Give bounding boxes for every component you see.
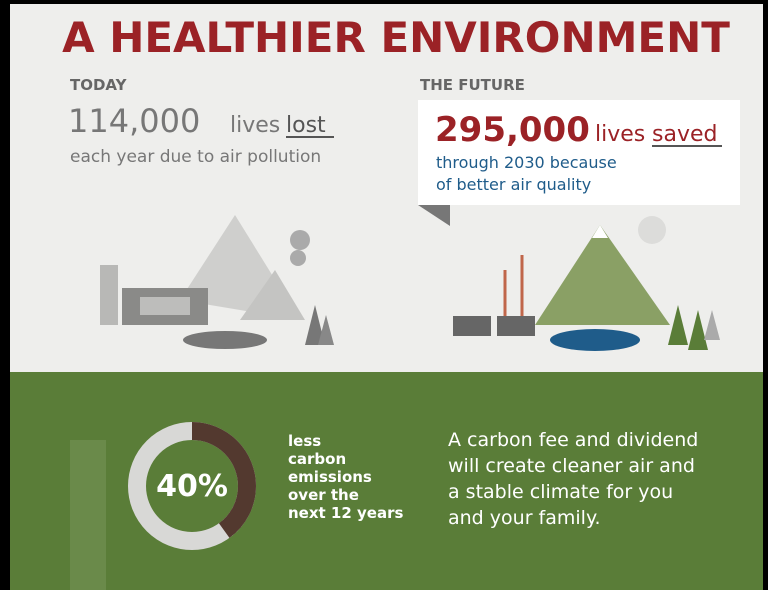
donut-label: 40% [156, 469, 228, 504]
future-unit: lives [595, 122, 645, 147]
emissions-line: less [288, 432, 321, 450]
faded-stack [70, 440, 106, 590]
future-caption: of better air quality [436, 175, 591, 194]
future-label: THE FUTURE [420, 76, 525, 94]
title: A HEALTHIER ENVIRONMENT [62, 13, 730, 62]
message-line: A carbon fee and dividend [448, 429, 698, 451]
solar-panel [497, 316, 535, 336]
future-emphasis: saved [652, 122, 717, 147]
message-line: will create cleaner air and [448, 455, 695, 477]
lake [550, 329, 640, 351]
emissions-line: carbon [288, 450, 346, 468]
message-line: a stable climate for you [448, 481, 673, 503]
future-caption: through 2030 because [436, 153, 617, 172]
windows [140, 297, 190, 315]
chimney [100, 265, 118, 325]
message-line: and your family. [448, 507, 601, 529]
today-unit: lives [230, 113, 280, 138]
emissions-line: over the [288, 486, 359, 504]
future-number: 295,000 [435, 110, 590, 150]
emissions-line: emissions [288, 468, 372, 486]
page: A HEALTHIER ENVIRONMENT TODAY 114,000 li… [0, 0, 768, 590]
today-label: TODAY [70, 76, 128, 94]
solar-panel [453, 316, 491, 336]
sun [638, 216, 666, 244]
smoke [290, 250, 306, 266]
today-caption: each year due to air pollution [70, 147, 321, 167]
pond [183, 331, 267, 349]
emissions-line: next 12 years [288, 504, 403, 522]
smoke [290, 230, 310, 250]
today-number: 114,000 [68, 102, 200, 140]
infographic: A HEALTHIER ENVIRONMENT TODAY 114,000 li… [0, 0, 768, 590]
today-emphasis: lost [286, 113, 326, 138]
